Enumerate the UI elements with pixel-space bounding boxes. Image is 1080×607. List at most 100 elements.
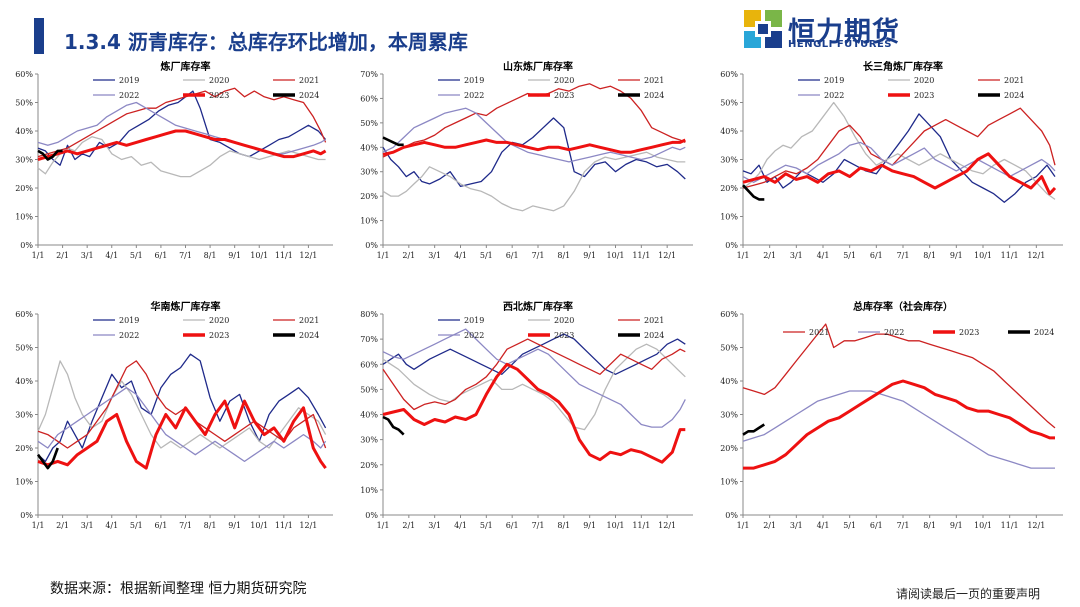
y-tick-label: 80% [360,310,378,319]
x-tick-label: 10/1 [250,521,268,530]
legend-label-2023: 2023 [959,328,979,337]
y-tick-label: 70% [360,70,378,79]
x-tick-label: 3/1 [81,251,94,260]
series-line-2022 [742,390,1055,469]
legend-label-2023: 2023 [914,91,934,100]
x-tick-label: 6/1 [154,251,167,260]
x-tick-label: 3/1 [428,521,441,530]
series-line-2020 [742,101,1056,200]
legend-label-2020: 2020 [914,76,934,85]
y-tick-label: 50% [720,99,738,108]
y-tick-label: 10% [360,217,378,226]
x-tick-label: 9/1 [950,521,963,530]
x-tick-label: 8/1 [204,521,217,530]
legend-label-2023: 2023 [209,91,229,100]
chart-title: 炼厂库存率 [161,60,211,73]
chart-title: 山东炼厂库存率 [503,60,573,73]
x-tick-label: 6/1 [506,521,519,530]
x-tick-label: 10/1 [974,251,992,260]
y-tick-label: 30% [360,168,378,177]
series-line-2024 [382,415,405,436]
legend-label-2021: 2021 [644,316,664,325]
chart-south-china-inventory: 华南炼厂库存率 0% 10% 20% 30% 40% 50% 60% 1/1 2/1 3/1 4/1 5… [15,300,333,530]
y-tick-label: 50% [15,99,33,108]
y-tick-label: 60% [360,360,378,369]
x-tick-label: 7/1 [897,251,910,260]
legend-label-2023: 2023 [554,331,574,340]
y-tick-label: 40% [15,377,33,386]
x-tick-label: 3/1 [81,521,94,530]
x-tick-label: 5/1 [843,521,856,530]
y-tick-label: 40% [360,143,378,152]
y-tick-label: 50% [15,344,33,353]
legend-label-2022: 2022 [464,91,484,100]
x-tick-label: 1/1 [737,251,750,260]
chart-title: 西北炼厂库存率 [503,300,573,313]
series-line-2023 [382,138,686,157]
x-tick-label: 4/1 [105,251,118,260]
x-tick-label: 7/1 [179,251,192,260]
legend-label-2019: 2019 [464,76,484,85]
series-line-2019 [382,333,686,375]
series-line-2024 [37,149,63,161]
x-tick-label: 12/1 [299,251,317,260]
y-tick-label: 20% [720,444,738,453]
legend-label-2021: 2021 [644,76,664,85]
series-line-2022 [37,387,327,463]
legend-label-2021: 2021 [299,316,319,325]
y-tick-label: 20% [360,461,378,470]
x-tick-label: 3/1 [790,521,803,530]
legend-label-2022: 2022 [824,91,844,100]
x-tick-label: 5/1 [130,521,143,530]
x-tick-label: 4/1 [817,521,830,530]
legend-label-2022: 2022 [119,331,139,340]
x-tick-label: 3/1 [428,251,441,260]
x-tick-label: 5/1 [843,251,856,260]
y-tick-label: 0% [725,241,738,250]
x-tick-label: 9/1 [950,251,963,260]
series-line-2020 [382,343,686,431]
legend-label-2019: 2019 [119,76,139,85]
legend-label-2019: 2019 [119,316,139,325]
x-tick-label: 8/1 [557,251,570,260]
y-tick-label: 30% [15,156,33,165]
series-line-2020 [382,151,686,212]
series-line-2020 [37,360,327,449]
legend-label-2023: 2023 [209,331,229,340]
x-tick-label: 11/1 [632,251,650,260]
y-tick-label: 10% [360,486,378,495]
legend-label-2024: 2024 [299,331,319,340]
x-tick-label: 8/1 [204,251,217,260]
series-line-2022 [382,107,686,163]
y-tick-label: 70% [360,335,378,344]
x-tick-label: 4/1 [454,521,467,530]
legend-label-2020: 2020 [209,76,229,85]
series-line-2021 [742,107,1056,189]
x-tick-label: 10/1 [607,521,625,530]
legend-label-2021: 2021 [1004,76,1024,85]
x-tick-label: 6/1 [506,251,519,260]
series-line-2024 [36,447,59,470]
legend-label-2024: 2024 [1004,91,1024,100]
y-tick-label: 50% [720,344,738,353]
legend-label-2022: 2022 [119,91,139,100]
y-tick-label: 40% [720,377,738,386]
legend-label-2024: 2024 [1034,328,1054,337]
series-line-2024 [742,423,766,436]
logo: 恒力期货 HENGLI FUTURES [744,10,904,50]
y-tick-label: 30% [720,156,738,165]
logo-cn-text: 恒力期货 [788,17,900,48]
chart-refinery-inventory: 炼厂库存率 0% 10% 20% 30% 40% 50% 60% 1/1 2/1 3/1 4/1 5/1… [15,60,333,260]
chart-title: 华南炼厂库存率 [151,300,221,313]
x-tick-label: 8/1 [923,251,936,260]
legend-label-2024: 2024 [644,331,664,340]
x-tick-label: 11/1 [275,521,293,530]
x-tick-label: 7/1 [532,251,545,260]
x-tick-label: 10/1 [607,251,625,260]
legend-label-2024: 2024 [644,91,664,100]
x-tick-label: 11/1 [275,251,293,260]
y-tick-label: 20% [360,192,378,201]
y-tick-label: 60% [720,70,738,79]
x-tick-label: 8/1 [557,521,570,530]
series-line-2021 [37,360,327,449]
